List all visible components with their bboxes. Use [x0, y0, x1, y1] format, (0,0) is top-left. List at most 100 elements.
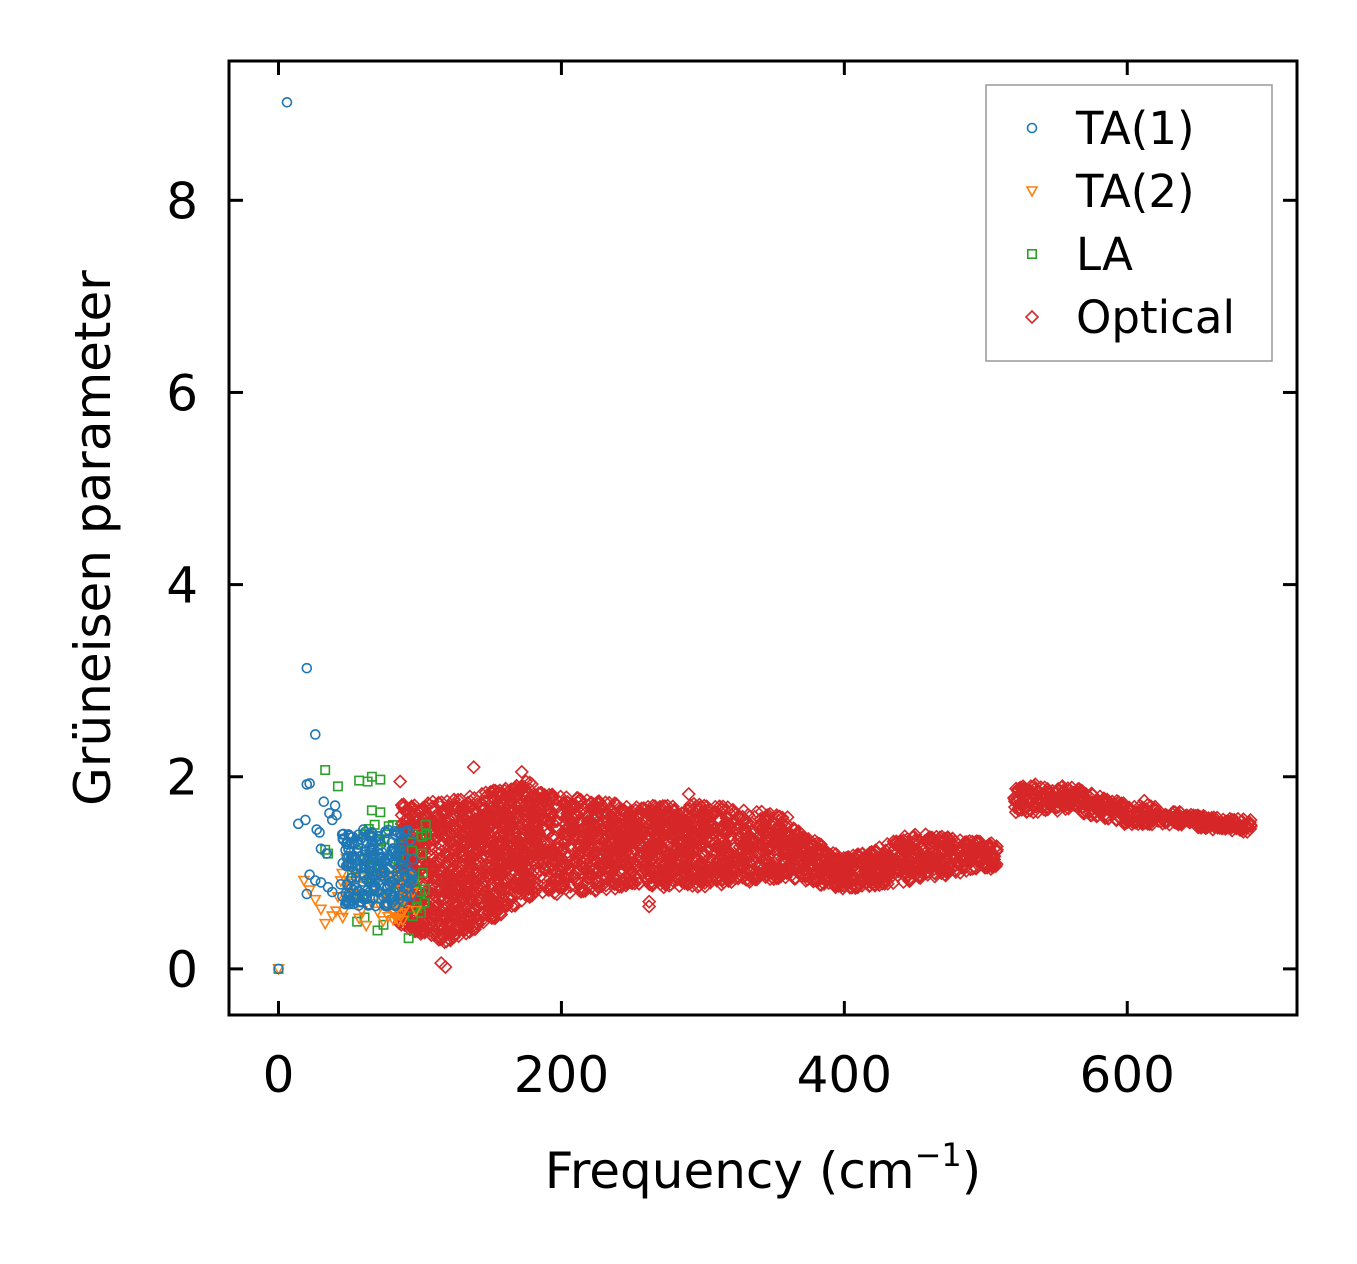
series-optical-point — [465, 881, 481, 896]
series-optical-point — [920, 864, 936, 879]
series-optical-point — [558, 823, 573, 839]
series-optical-point — [709, 821, 724, 836]
series-ta-1-point — [350, 882, 362, 894]
series-optical-point — [681, 827, 696, 842]
series-optical-point — [651, 870, 667, 885]
series-optical-point — [505, 813, 520, 828]
series-optical-point — [940, 838, 955, 853]
y-tick-label: 2 — [166, 749, 198, 807]
series-optical-point — [1135, 816, 1150, 832]
series-optical-point — [748, 869, 763, 884]
series-ta-1-point — [402, 825, 414, 836]
series-optical-point — [696, 836, 711, 851]
series-optical-point — [529, 789, 545, 804]
series-ta-2-point — [352, 913, 366, 925]
series-ta-1-point — [353, 900, 364, 911]
series-optical-point — [1094, 799, 1110, 814]
series-optical-point — [631, 876, 647, 891]
series-optical-point — [629, 800, 644, 815]
series-optical-point — [561, 829, 576, 845]
series-ta-1-point — [390, 829, 402, 841]
series-optical-point — [640, 847, 655, 862]
series-optical-point — [459, 842, 475, 857]
legend: TA(1) TA(2) LA Optical — [985, 84, 1273, 362]
series-optical-point — [467, 867, 482, 882]
series-optical-point — [1100, 808, 1115, 823]
series-optical-point — [588, 883, 603, 898]
series-optical-point — [518, 774, 534, 789]
series-la-point — [375, 774, 386, 785]
series-optical-point — [842, 853, 857, 868]
series-optical-point — [432, 862, 447, 877]
series-optical-point — [652, 799, 667, 815]
series-optical-point — [771, 825, 787, 840]
series-la-point — [417, 867, 428, 878]
series-optical-point — [503, 805, 518, 820]
series-optical-point — [959, 863, 974, 878]
series-optical-point — [467, 790, 482, 806]
series-optical-point — [737, 848, 752, 864]
series-optical-point — [545, 787, 560, 802]
series-ta-1-point — [399, 870, 411, 882]
series-optical-point — [642, 833, 657, 848]
series-optical-point — [410, 920, 425, 935]
series-optical-point — [763, 841, 778, 856]
series-optical-point — [466, 760, 481, 775]
series-optical-point — [473, 812, 488, 827]
series-optical-point — [635, 864, 650, 880]
series-ta-1-point — [352, 839, 364, 850]
series-ta-1-point — [336, 829, 348, 840]
series-optical-point — [457, 834, 472, 849]
series-optical-point — [749, 804, 764, 820]
series-ta-1-point — [383, 853, 395, 864]
series-optical-point — [432, 914, 447, 929]
series-ta-2-point — [409, 905, 423, 918]
series-optical-point — [1006, 790, 1022, 806]
series-ta-1-point — [324, 807, 335, 819]
series-ta-1-point — [361, 874, 373, 885]
series-optical-point — [461, 903, 477, 918]
series-optical-point — [1084, 807, 1099, 823]
series-optical-point — [492, 790, 507, 805]
series-optical-point — [1141, 810, 1157, 825]
series-optical-point — [589, 854, 604, 870]
series-optical-point — [592, 879, 607, 895]
series-optical-point — [481, 819, 496, 834]
series-optical-point — [637, 853, 652, 869]
series-optical-point — [798, 868, 814, 884]
series-optical-point — [715, 858, 731, 873]
series-optical-point — [435, 806, 450, 821]
series-optical-point — [680, 847, 695, 863]
series-ta-1-point — [346, 857, 358, 869]
legend-label: TA(2) — [1075, 165, 1195, 218]
series-la-point — [320, 765, 331, 776]
series-optical-point — [492, 881, 508, 896]
series-optical-point — [1009, 795, 1024, 811]
series-la-point — [416, 848, 427, 859]
series-optical-point — [441, 907, 456, 922]
series-optical-point — [472, 892, 487, 907]
series-optical-point — [855, 847, 870, 862]
series-optical-point — [442, 812, 457, 828]
series-optical-point — [763, 806, 778, 822]
series-optical-point — [614, 840, 629, 856]
series-optical-point — [539, 797, 555, 812]
series-optical-point — [680, 808, 695, 823]
series-ta-1-point — [281, 97, 293, 108]
series-optical-point — [696, 838, 711, 853]
series-optical-point — [530, 843, 545, 858]
axis-tick-labels: 0 200 400 600 0 2 4 6 8 — [166, 172, 1175, 1104]
series-optical-point — [1028, 777, 1043, 792]
series-optical-point — [925, 855, 940, 870]
series-optical-point — [653, 837, 668, 852]
series-optical-point — [698, 866, 713, 881]
series-optical-point — [462, 866, 477, 881]
legend-label: Optical — [1076, 291, 1235, 344]
series-optical-point — [568, 805, 583, 820]
series-ta-1-point — [369, 870, 381, 881]
series-optical-point — [985, 846, 1000, 861]
series-ta-1-point — [326, 886, 338, 898]
series-optical-point — [1060, 781, 1075, 796]
series-optical-point — [591, 804, 606, 819]
series-ta-1-point — [337, 833, 349, 844]
